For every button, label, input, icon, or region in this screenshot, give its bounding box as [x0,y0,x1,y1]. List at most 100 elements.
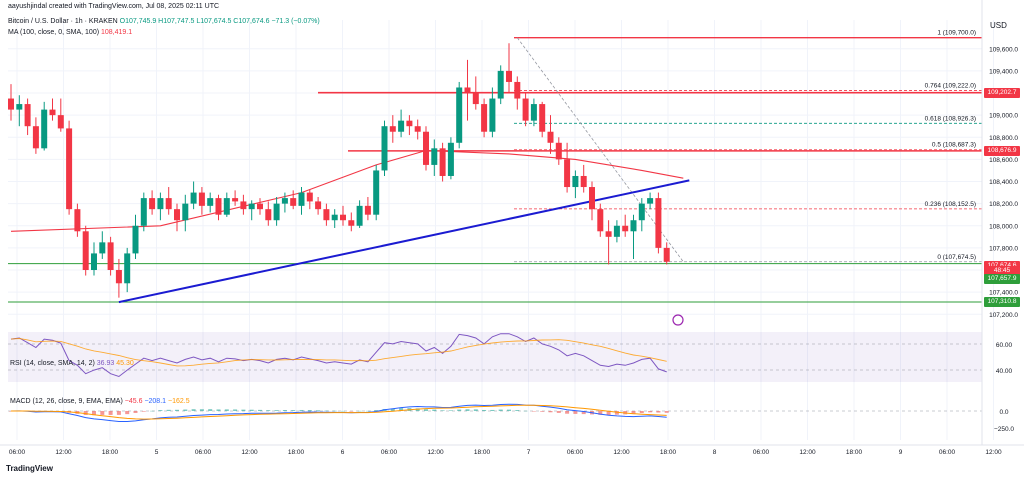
candle-body [165,198,172,210]
macd-hist-bar [473,409,478,411]
candle-body [605,231,612,237]
candle-body [638,203,645,221]
macd-hist-bar [565,411,570,414]
candle-body [8,98,14,110]
rsi-line [10,333,667,378]
candle-body [373,170,380,215]
candle-body [290,198,297,206]
credit-line: aayushjindal created with TradingView.co… [8,3,220,10]
time-tick-label: 06:00 [9,449,26,456]
candle-body [198,192,205,206]
macd-hist-bar [208,409,213,411]
macd-hist-bar [415,408,420,411]
candle-body [323,209,330,221]
macd-hist-bar [390,408,395,411]
fib-label: 0.236 (108,152.5) [925,201,976,208]
rsi-band [8,332,982,382]
macd-hist-bar [465,409,470,411]
macd-hist-bar [432,409,437,411]
candle-body [364,205,371,215]
time-tick-label: 18:00 [846,449,863,456]
price-tag: 107,310.8 [984,296,1020,307]
price-tick-label: 107,400.0 [989,290,1018,297]
fib-label: 0.618 (108,926.3) [925,115,976,122]
price-tick-label: 107,200.0 [989,312,1018,319]
candle-body [281,198,288,204]
macd-hist-bar [216,409,221,411]
candle-body [580,175,587,188]
macd-hist-bar [100,411,105,415]
candle-body [207,198,214,206]
time-tick-label: 12:00 [55,449,72,456]
candle-body [41,109,48,149]
price-tick-label: 108,800.0 [989,135,1018,142]
macd-signal-line [11,404,667,420]
candle-body [655,198,662,248]
macd-hist-bar [224,409,229,411]
time-tick-label: 5 [155,449,159,456]
time-tick-label: 18:00 [474,449,491,456]
time-tick-label: 12:00 [613,449,630,456]
candle-body [140,198,147,226]
macd-hist-bar [581,411,586,415]
tradingview-logo: TradingView [6,464,53,473]
candle-body [190,192,197,204]
price-tag: 107,674.6 [984,260,1020,271]
macd-hist-bar [307,410,312,411]
price-tick-label: 108,200.0 [989,201,1018,208]
macd-hist-bar [266,410,271,411]
macd-hist-bar [556,411,561,413]
price-tag: 108,676.9 [984,145,1020,156]
candle-body [406,120,413,127]
time-tick-label: 6 [341,449,345,456]
candle-body [456,87,463,143]
macd-hist-bar [490,409,495,411]
fib-label: 0.5 (108,687.3) [932,142,976,149]
macd-hist-bar [133,411,138,413]
time-tick-label: 06:00 [195,449,212,456]
macd-hist-bar [191,409,196,411]
macd-hist-bar [365,410,370,412]
price-tag: 48:45 [984,266,1020,277]
candles [8,43,670,298]
macd-hist-bar [498,409,503,411]
replay-icon [672,314,684,326]
macd-hist-bar [507,409,511,411]
macd-hist-bar [374,410,379,411]
macd-label: MACD (12, 26, close, 9, EMA, EMA) [10,398,123,405]
time-tick-label: 12:00 [427,449,444,456]
rsi-tick: 40.00 [996,368,1013,375]
candle-body [107,242,114,271]
ma-value: 108,419.1 [101,29,133,36]
macd-signal-value: −162.5 [168,398,190,405]
candle-body [298,192,305,206]
macd-hist-bar [598,411,603,415]
price-tag: 109,202.7 [984,87,1020,98]
candle-body [257,203,263,210]
candle-body [514,81,521,99]
macd-hist-bar [141,411,146,412]
macd-hist-bar [258,409,262,411]
candle-body [530,104,537,121]
macd-hist-bar [531,411,536,412]
candle-body [489,98,496,132]
candle-body [66,128,73,210]
candle-body [597,209,604,232]
ma100-line [10,149,684,232]
macd-hist-bar [540,411,545,412]
macd-hist-bar [166,409,171,411]
fib-label: 0.764 (109,222.0) [925,83,976,90]
candle-body [522,98,529,121]
candle-body [157,198,164,210]
time-tick-label: 06:00 [753,449,770,456]
macd-hist-bar [515,410,520,411]
time-tick-label: 18:00 [660,449,677,456]
macd-hist-bar [291,410,296,411]
macd-hist-value: −45.6 [124,398,143,405]
macd-panel: 0.0 −250.0 [8,403,1014,433]
price-tag: 107,657.9 [984,273,1020,284]
macd-hist-bar [614,411,619,415]
candle-body [589,187,595,210]
ohlc-values: O107,745.9 H107,747.5 L107,674.5 C107,67… [119,18,320,25]
candle-body [74,209,81,232]
